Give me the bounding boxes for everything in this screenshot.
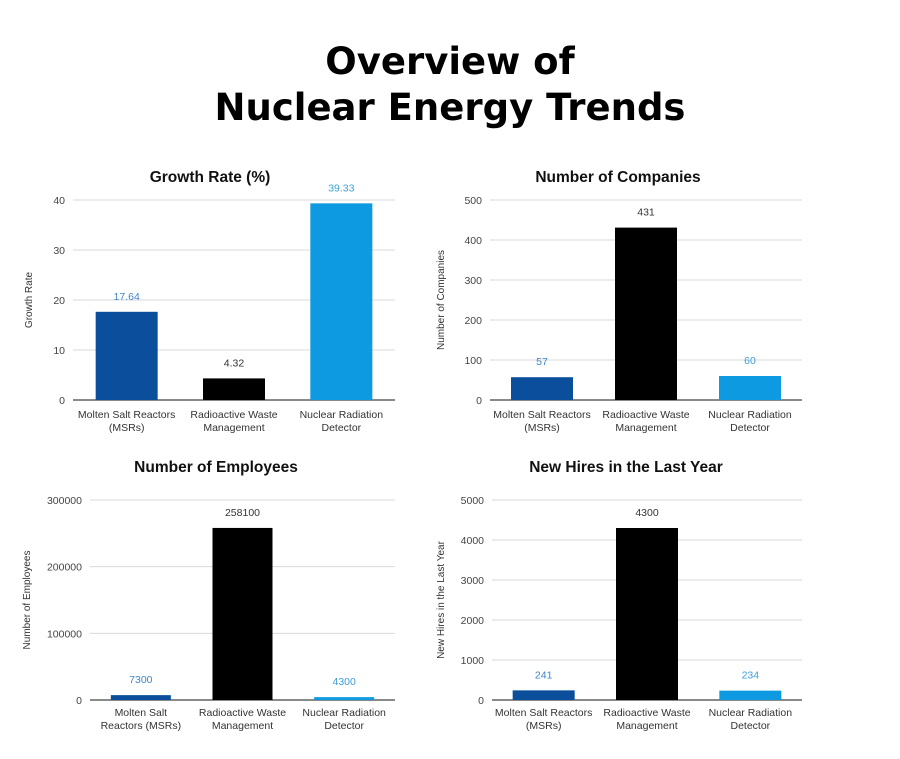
- bar-msr: [110, 695, 171, 700]
- y-tick-label: 0: [476, 395, 482, 407]
- y-tick-label: 4000: [461, 535, 485, 547]
- y-tick-label: 200: [464, 315, 482, 327]
- y-axis-label: Number of Employees: [22, 551, 33, 650]
- category-label-waste: Management: [203, 422, 264, 434]
- bar-msr: [95, 311, 158, 400]
- category-label-msr: Molten Salt Reactors: [493, 409, 590, 421]
- bar-waste: [212, 527, 273, 700]
- category-label-detector: Nuclear Radiation: [300, 409, 384, 421]
- category-label-msr: Molten Salt Reactors: [78, 409, 175, 421]
- data-label-waste: 4300: [635, 507, 659, 519]
- data-label-waste: 431: [637, 207, 655, 219]
- y-tick-label: 300000: [47, 495, 82, 507]
- y-tick-label: 400: [464, 235, 482, 247]
- category-label-msr: Reactors (MSRs): [101, 720, 182, 732]
- y-tick-label: 5000: [461, 495, 485, 507]
- category-label-detector: Nuclear Radiation: [709, 707, 793, 719]
- y-tick-label: 3000: [461, 575, 485, 587]
- category-label-detector: Nuclear Radiation: [302, 707, 386, 719]
- bar-detector: [719, 690, 782, 700]
- y-tick-label: 2000: [461, 615, 485, 627]
- y-tick-label: 100000: [47, 628, 82, 640]
- data-label-waste: 4.32: [224, 357, 245, 369]
- data-label-detector: 60: [744, 355, 756, 367]
- category-label-waste: Management: [212, 720, 273, 732]
- number-of-companies-chart: Number of Companies 0 100 200 300 400 500 Numbe…: [436, 169, 802, 434]
- y-tick-label: 40: [53, 195, 65, 207]
- data-label-detector: 4300: [332, 676, 356, 688]
- y-axis-label: Number of Companies: [436, 250, 447, 350]
- y-tick-label: 30: [53, 245, 65, 257]
- category-label-detector: Detector: [730, 422, 770, 434]
- data-label-detector: 234: [742, 670, 760, 682]
- category-label-msr: (MSRs): [109, 422, 145, 434]
- y-tick-label: 500: [464, 195, 482, 207]
- category-label-waste: Radioactive Waste: [190, 409, 277, 421]
- y-axis-label: Growth Rate: [24, 271, 35, 328]
- category-label-waste: Management: [615, 422, 676, 434]
- data-label-msr: 17.64: [114, 291, 140, 303]
- category-label-detector: Nuclear Radiation: [708, 409, 792, 421]
- category-label-msr: (MSRs): [524, 422, 560, 434]
- growth-rate-chart: Growth Rate (%) 0 10 20 30 40 Growth Rate 17.64…: [24, 169, 395, 434]
- data-label-msr: 7300: [129, 674, 153, 686]
- page-title-line-1: Overview of: [325, 40, 575, 83]
- category-label-waste: Radioactive Waste: [603, 707, 690, 719]
- new-hires-chart: New Hires in the Last Year 0 1000 2000 3000 4…: [436, 459, 802, 732]
- category-label-msr: Molten Salt: [115, 707, 168, 719]
- data-label-msr: 241: [535, 669, 553, 681]
- category-label-detector: Detector: [324, 720, 364, 732]
- data-label-msr: 57: [536, 356, 548, 368]
- y-tick-label: 20: [53, 295, 65, 307]
- y-tick-label: 0: [59, 395, 65, 407]
- category-label-detector: Detector: [321, 422, 361, 434]
- category-label-detector: Detector: [730, 720, 770, 732]
- category-label-waste: Radioactive Waste: [199, 707, 286, 719]
- bar-msr: [511, 377, 573, 400]
- y-tick-label: 1000: [461, 655, 485, 667]
- y-tick-label: 200000: [47, 562, 82, 574]
- bar-waste: [203, 378, 265, 400]
- category-label-msr: (MSRs): [526, 720, 562, 732]
- page-title-line-2: Nuclear Energy Trends: [214, 86, 686, 129]
- bar-msr: [512, 690, 575, 700]
- bar-detector: [719, 376, 781, 400]
- chart-title: Number of Companies: [535, 169, 700, 186]
- y-axis-label: New Hires in the Last Year: [436, 540, 447, 659]
- chart-title: Number of Employees: [134, 459, 298, 476]
- bar-detector: [310, 203, 373, 400]
- y-tick-label: 0: [76, 695, 82, 707]
- bar-detector: [314, 697, 375, 700]
- category-label-waste: Management: [616, 720, 677, 732]
- data-label-waste: 258100: [225, 507, 260, 519]
- category-label-waste: Radioactive Waste: [602, 409, 689, 421]
- category-label-msr: Molten Salt Reactors: [495, 707, 592, 719]
- bar-waste: [616, 528, 678, 700]
- y-tick-label: 300: [464, 275, 482, 287]
- data-label-detector: 39.33: [328, 182, 354, 194]
- y-tick-label: 100: [464, 355, 482, 367]
- y-tick-label: 0: [478, 695, 484, 707]
- chart-title: Growth Rate (%): [150, 169, 271, 186]
- y-tick-label: 10: [53, 345, 65, 357]
- bar-waste: [615, 227, 677, 400]
- number-of-employees-chart: Number of Employees 0 100000 200000 300000 Nu…: [22, 459, 395, 732]
- chart-title: New Hires in the Last Year: [529, 459, 723, 476]
